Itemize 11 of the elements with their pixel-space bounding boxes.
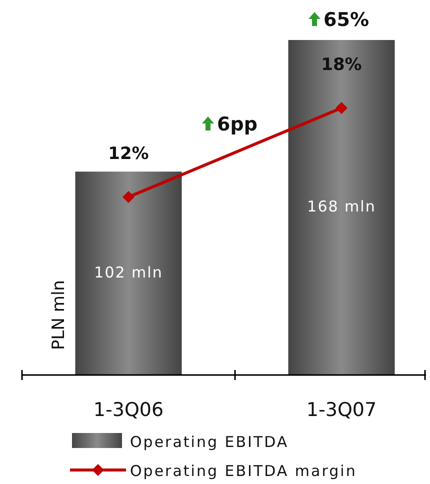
annotation: 6pp [217,114,258,136]
data-label: 168 mln [307,198,376,216]
y-axis-title: PLN mln [49,280,69,350]
data-label: 18% [321,55,362,75]
data-label: 12% [108,144,149,164]
text: 65% [324,9,369,31]
x-tick-label: 1-3Q07 [306,399,377,421]
x-tick-label: 1-3Q06 [93,399,164,421]
legend-label: Operating EBITDA [130,433,289,451]
legend-label: Operating EBITDA margin [130,462,357,480]
data-label: 102 mln [94,263,163,282]
